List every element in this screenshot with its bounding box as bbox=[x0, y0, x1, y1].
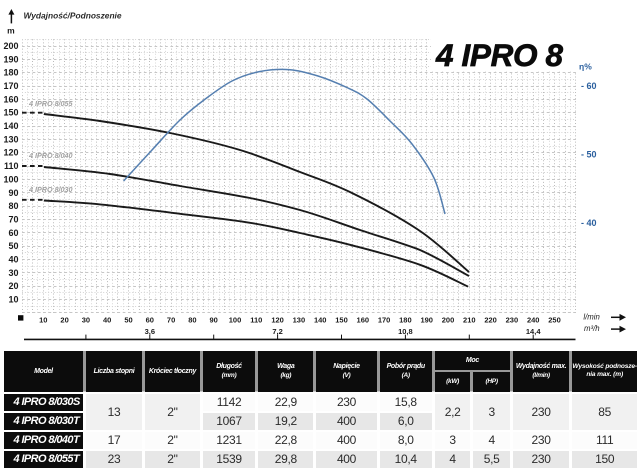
svg-text:4 IPRO 8/055: 4 IPRO 8/055 bbox=[28, 99, 74, 108]
svg-text:210: 210 bbox=[463, 315, 476, 324]
svg-text:4 IPRO 8: 4 IPRO 8 bbox=[435, 37, 563, 73]
svg-text:40: 40 bbox=[8, 255, 18, 265]
svg-text:m³/h: m³/h bbox=[584, 324, 600, 333]
svg-text:70: 70 bbox=[167, 315, 175, 324]
svg-text:150: 150 bbox=[3, 108, 18, 118]
svg-text:η%: η% bbox=[579, 61, 592, 71]
svg-text:60: 60 bbox=[8, 228, 18, 238]
svg-text:100: 100 bbox=[229, 315, 242, 324]
svg-text:120: 120 bbox=[3, 148, 18, 158]
svg-text:30: 30 bbox=[8, 268, 18, 278]
svg-text:- 60: - 60 bbox=[581, 81, 597, 91]
svg-text:30: 30 bbox=[82, 315, 90, 324]
svg-text:190: 190 bbox=[3, 54, 18, 64]
svg-text:80: 80 bbox=[188, 315, 196, 324]
svg-text:4 IPRO 8/030: 4 IPRO 8/030 bbox=[28, 185, 73, 194]
svg-text:- 50: - 50 bbox=[581, 150, 597, 160]
svg-text:130: 130 bbox=[293, 315, 306, 324]
svg-text:14,4: 14,4 bbox=[526, 327, 541, 336]
svg-text:250: 250 bbox=[548, 315, 561, 324]
svg-text:3,6: 3,6 bbox=[145, 327, 155, 336]
svg-text:20: 20 bbox=[60, 315, 68, 324]
svg-text:10: 10 bbox=[8, 295, 18, 305]
svg-text:10,8: 10,8 bbox=[398, 327, 413, 336]
svg-text:90: 90 bbox=[210, 315, 218, 324]
svg-text:180: 180 bbox=[3, 68, 18, 78]
svg-text:- 40: - 40 bbox=[581, 218, 597, 228]
svg-text:70: 70 bbox=[8, 214, 18, 224]
svg-text:100: 100 bbox=[3, 174, 18, 184]
svg-text:160: 160 bbox=[3, 94, 18, 104]
svg-text:110: 110 bbox=[250, 315, 262, 324]
svg-text:50: 50 bbox=[124, 315, 132, 324]
svg-text:150: 150 bbox=[335, 315, 348, 324]
svg-text:10: 10 bbox=[39, 315, 47, 324]
svg-text:140: 140 bbox=[3, 121, 18, 131]
svg-text:60: 60 bbox=[146, 315, 154, 324]
svg-text:240: 240 bbox=[527, 315, 540, 324]
svg-text:Wydajność/Podnoszenie: Wydajność/Podnoszenie bbox=[24, 11, 122, 21]
svg-text:80: 80 bbox=[8, 201, 18, 211]
svg-text:180: 180 bbox=[399, 315, 412, 324]
svg-text:200: 200 bbox=[3, 41, 18, 51]
svg-text:40: 40 bbox=[103, 315, 111, 324]
svg-text:130: 130 bbox=[3, 134, 18, 144]
svg-text:220: 220 bbox=[484, 315, 497, 324]
svg-text:120: 120 bbox=[271, 315, 284, 324]
svg-text:l/min: l/min bbox=[583, 313, 599, 322]
svg-text:170: 170 bbox=[3, 81, 18, 91]
svg-text:20: 20 bbox=[8, 281, 18, 291]
svg-text:4 IPRO 8/040: 4 IPRO 8/040 bbox=[28, 151, 73, 160]
svg-text:140: 140 bbox=[314, 315, 327, 324]
svg-text:190: 190 bbox=[420, 315, 433, 324]
svg-text:m: m bbox=[7, 26, 15, 36]
svg-text:110: 110 bbox=[4, 161, 19, 171]
svg-text:90: 90 bbox=[8, 188, 18, 198]
svg-text:200: 200 bbox=[442, 315, 455, 324]
svg-text:7,2: 7,2 bbox=[272, 327, 282, 336]
svg-text:50: 50 bbox=[8, 241, 18, 251]
svg-text:160: 160 bbox=[357, 315, 370, 324]
svg-text:170: 170 bbox=[378, 315, 391, 324]
svg-text:230: 230 bbox=[506, 315, 519, 324]
